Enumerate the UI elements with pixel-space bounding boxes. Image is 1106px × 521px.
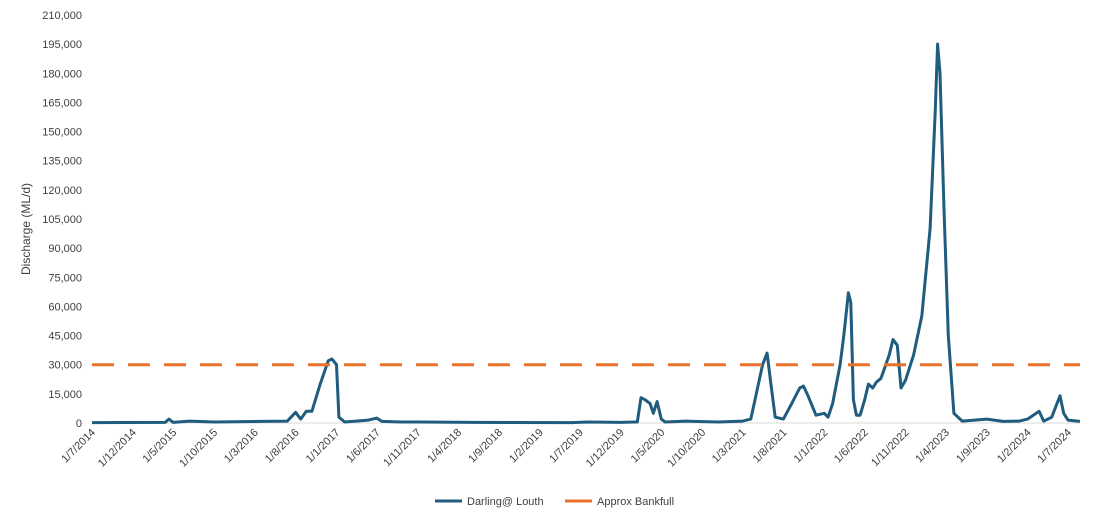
series-layer [91,42,1081,425]
y-tick-label: 120,000 [42,185,82,197]
y-tick-label: 75,000 [48,272,82,284]
y-tick-label: 45,000 [48,331,82,343]
y-tick-label: 195,000 [42,39,82,51]
x-tick-label: 1/11/2017 [381,427,424,470]
x-tick-label: 1/5/2015 [141,427,180,466]
x-tick-label: 1/3/2016 [222,427,261,466]
y-tick-label: 150,000 [42,127,82,139]
y-tick-label: 0 [76,418,82,430]
x-tick-label: 1/3/2021 [710,427,749,466]
x-tick-label: 1/7/2024 [1035,427,1074,466]
x-tick-label: 1/10/2015 [177,427,220,470]
y-tick-label: 30,000 [48,360,82,372]
x-tick-label: 1/4/2018 [425,427,464,466]
y-tick-label: 90,000 [48,243,82,255]
x-tick-label: 1/1/2017 [304,427,343,466]
x-tick-label: 1/9/2023 [954,427,993,466]
x-tick-label: 1/7/2019 [547,427,586,466]
x-tick-label: 1/8/2021 [751,427,790,466]
x-tick-label: 1/4/2023 [913,427,952,466]
x-tick-label: 1/11/2022 [869,427,912,470]
x-tick-label: 1/6/2022 [832,427,871,466]
y-axis-label: Discharge (ML/d) [19,183,33,275]
legend-label-bankfull: Approx Bankfull [597,496,674,508]
y-tick-label: 165,000 [42,97,82,109]
x-tick-label: 1/12/2014 [96,427,139,470]
y-tick-label: 210,000 [42,10,82,22]
x-tick-label: 1/10/2020 [665,427,708,470]
y-ticks: 0 15,000 30,000 45,000 60,000 75,000 90,000 105… [42,10,82,430]
y-tick-label: 180,000 [42,68,82,80]
legend-label-darling: Darling@ Louth [467,496,544,508]
x-tick-label: 1/6/2017 [344,427,383,466]
x-tick-label: 1/7/2014 [59,427,98,466]
x-tick-label: 1/5/2020 [629,427,668,466]
y-tick-label: 15,000 [48,389,82,401]
y-tick-label: 135,000 [42,156,82,168]
x-tick-label: 1/2/2024 [995,427,1034,466]
x-tick-label: 1/2/2019 [507,427,546,466]
x-tick-label: 1/8/2016 [263,427,302,466]
x-tick-label: 1/12/2019 [584,427,627,470]
legend: Darling@ Louth Approx Bankfull [435,496,674,508]
x-tick-label: 1/1/2022 [792,427,831,466]
series-line-darling [91,42,1081,425]
y-tick-label: 105,000 [42,214,82,226]
x-tick-label: 1/9/2018 [466,427,505,466]
y-tick-label: 60,000 [48,301,82,313]
